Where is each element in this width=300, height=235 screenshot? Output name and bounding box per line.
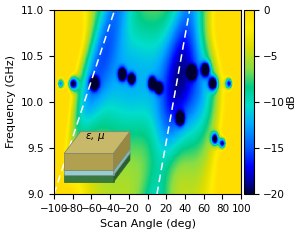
Y-axis label: Frequency (GHz): Frequency (GHz) [6,55,16,148]
Y-axis label: dB: dB [287,94,297,109]
X-axis label: Scan Angle (deg): Scan Angle (deg) [100,219,196,229]
